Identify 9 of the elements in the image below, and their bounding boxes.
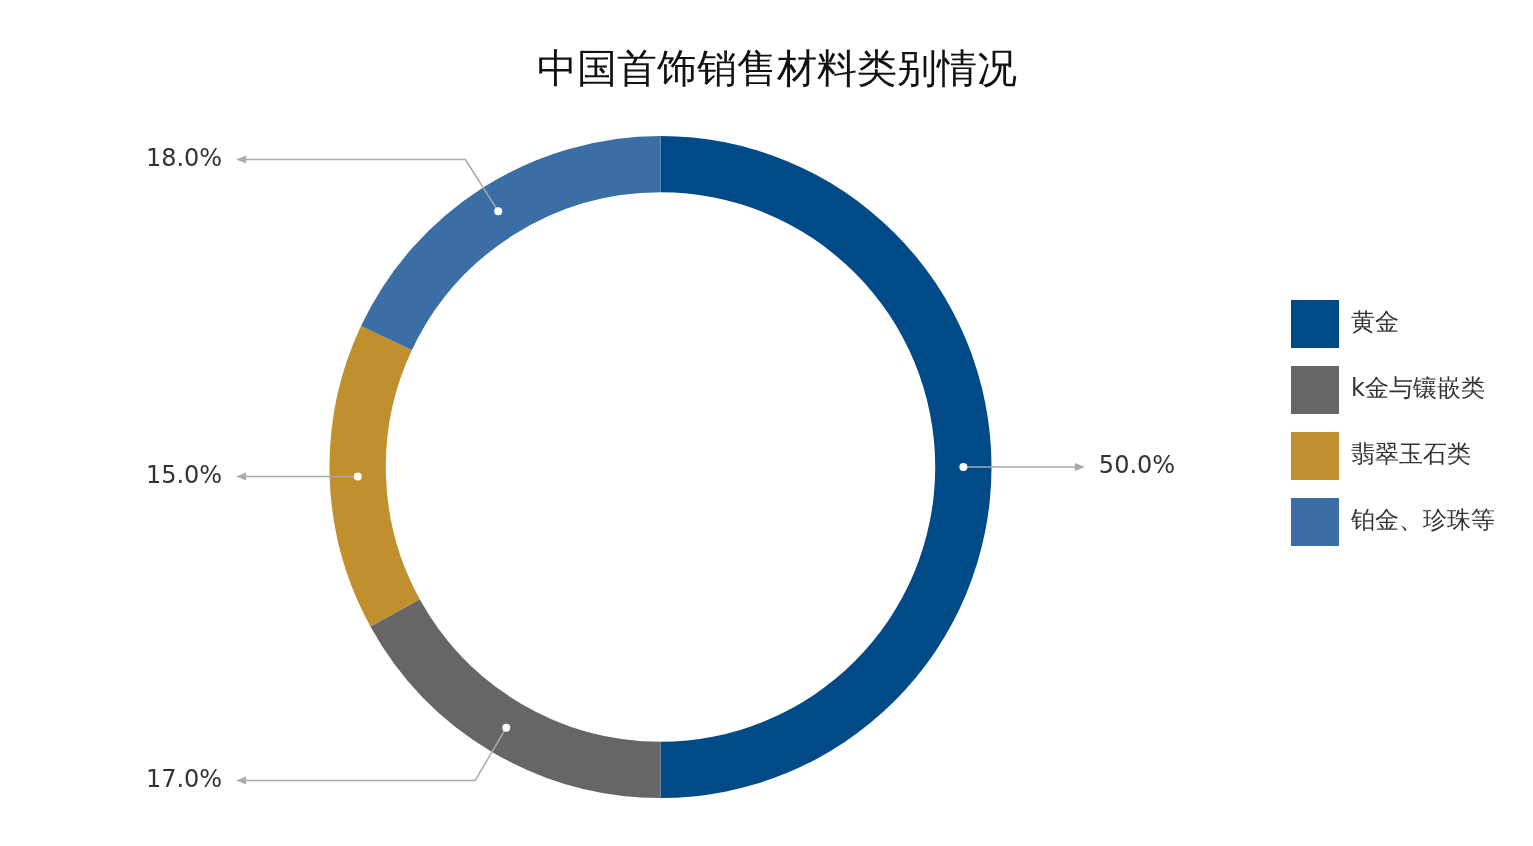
legend-label: 翡翠玉石类 <box>1351 440 1471 469</box>
data-label: 15.0% <box>145 460 223 489</box>
legend-label: 黄金 <box>1351 308 1399 337</box>
legend-label: 铂金、珍珠等 <box>1350 506 1495 535</box>
legend-label: k金与镶嵌类 <box>1351 374 1485 403</box>
data-label: 18.0% <box>145 143 223 172</box>
chart-title: 中国首饰销售材料类别情况 <box>536 45 1017 92</box>
data-label: 17.0% <box>145 764 223 793</box>
data-label: 50.0% <box>1098 451 1176 480</box>
